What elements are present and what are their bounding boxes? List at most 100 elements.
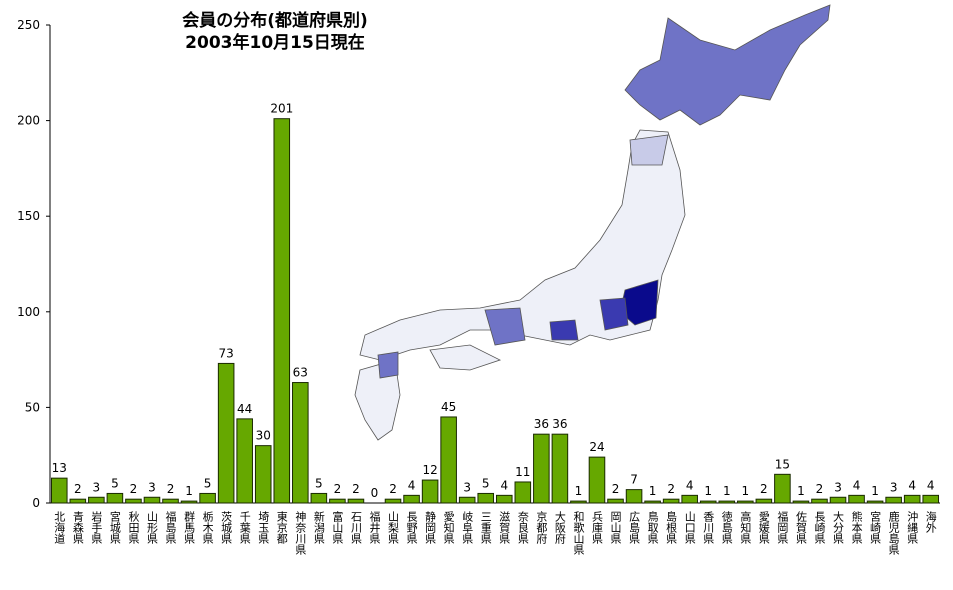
bar	[329, 498, 346, 504]
bar	[384, 498, 402, 504]
x-tick-label: 鹿児島県	[887, 510, 900, 556]
x-tick-label: 宮崎県	[869, 510, 882, 545]
y-tick-label: 100	[17, 305, 40, 319]
x-tick-label: 愛知県	[442, 511, 455, 545]
bar	[106, 492, 124, 504]
bar	[885, 496, 902, 504]
x-tick-label: 栃木県	[201, 510, 214, 545]
bar	[533, 433, 550, 504]
bar	[199, 492, 216, 504]
y-tick-label: 50	[25, 400, 40, 414]
value-label: 13	[52, 461, 67, 475]
bar	[236, 418, 253, 504]
x-tick-label: 佐賀県	[794, 510, 807, 545]
x-tick-label: 石川県	[349, 511, 362, 545]
value-label: 2	[352, 482, 360, 496]
x-tick-label: 茨城県	[220, 510, 233, 545]
bar	[644, 500, 661, 504]
value-label: 2	[760, 482, 768, 496]
value-label: 2	[130, 482, 138, 496]
bar	[403, 494, 420, 504]
bar	[254, 445, 272, 504]
x-tick-label: 島根県	[665, 510, 678, 545]
x-tick-label: 千葉県	[238, 511, 251, 545]
x-tick-label: 長野県	[405, 511, 418, 545]
x-tick-label: 広島県	[628, 511, 641, 545]
value-label: 1	[704, 484, 712, 498]
bar	[588, 456, 606, 504]
value-label: 73	[219, 346, 234, 360]
value-label: 15	[775, 457, 790, 471]
x-tick-label: 愛媛県	[757, 511, 770, 545]
x-tick-label: 岡山県	[609, 511, 622, 545]
x-tick-label: 東京都	[275, 511, 288, 544]
value-label: 4	[500, 478, 508, 492]
x-tick-label: 山形県	[145, 511, 158, 545]
x-tick-label: 熊本県	[850, 510, 863, 545]
bar	[774, 473, 791, 504]
value-label: 4	[927, 478, 935, 492]
bar	[292, 382, 309, 504]
x-tick-label: 山口県	[683, 511, 696, 545]
y-tick-label: 150	[17, 209, 40, 223]
x-tick-label: 福井県	[368, 510, 381, 545]
x-tick-label: 静岡県	[424, 510, 437, 545]
bar	[755, 498, 773, 504]
value-label: 1	[741, 484, 749, 498]
value-label: 3	[148, 480, 156, 494]
x-tick-label: 三重県	[479, 511, 492, 545]
x-tick-label: 山梨県	[387, 511, 400, 545]
bar	[458, 496, 476, 504]
chart-subtitle: 2003年10月15日現在	[185, 32, 365, 53]
bar	[50, 477, 68, 504]
value-label: 36	[552, 417, 567, 431]
bar	[69, 498, 87, 504]
x-tick-label: 長崎県	[813, 511, 826, 545]
value-label: 7	[630, 473, 638, 487]
bar	[662, 498, 680, 504]
value-label: 30	[256, 429, 271, 443]
value-label: 5	[204, 476, 212, 490]
value-label: 2	[167, 482, 175, 496]
bar	[162, 498, 179, 504]
value-label: 12	[422, 463, 437, 477]
value-label: 2	[74, 482, 82, 496]
x-tick-label: 宮城県	[108, 510, 121, 545]
bar	[699, 500, 717, 504]
bar	[922, 494, 940, 504]
x-tick-label: 埼玉県	[257, 510, 270, 545]
value-label: 36	[534, 417, 549, 431]
value-label: 11	[515, 465, 530, 479]
bar	[737, 500, 754, 504]
x-tick-label: 和歌山県	[572, 511, 585, 556]
bar	[903, 494, 921, 504]
japan-map	[354, 4, 831, 441]
x-tick-label: 香川県	[702, 511, 715, 545]
x-tick-label: 北海道	[53, 511, 66, 544]
bar	[125, 498, 142, 504]
y-tick-label: 200	[17, 114, 40, 128]
x-tick-label: 海外	[924, 510, 937, 534]
bar	[88, 496, 105, 504]
bar	[347, 498, 365, 504]
value-label: 3	[463, 480, 471, 494]
value-label: 1	[871, 484, 879, 498]
bar	[477, 492, 495, 504]
x-tick-label: 滋賀県	[498, 511, 511, 545]
value-label: 4	[853, 478, 861, 492]
x-tick-label: 高知県	[739, 510, 752, 545]
value-label: 4	[686, 478, 694, 492]
x-tick-label: 鳥取県	[646, 510, 659, 545]
x-tick-label: 大阪府	[553, 510, 566, 545]
bar	[570, 500, 587, 504]
value-label: 1	[797, 484, 805, 498]
value-label: 45	[441, 400, 456, 414]
value-label: 5	[111, 476, 119, 490]
value-label: 63	[293, 366, 308, 380]
bar	[273, 118, 291, 504]
value-label: 44	[237, 402, 252, 416]
value-label: 1	[575, 484, 583, 498]
value-label: 5	[315, 476, 323, 490]
chart-title: 会員の分布(都道府県別)	[182, 10, 368, 31]
